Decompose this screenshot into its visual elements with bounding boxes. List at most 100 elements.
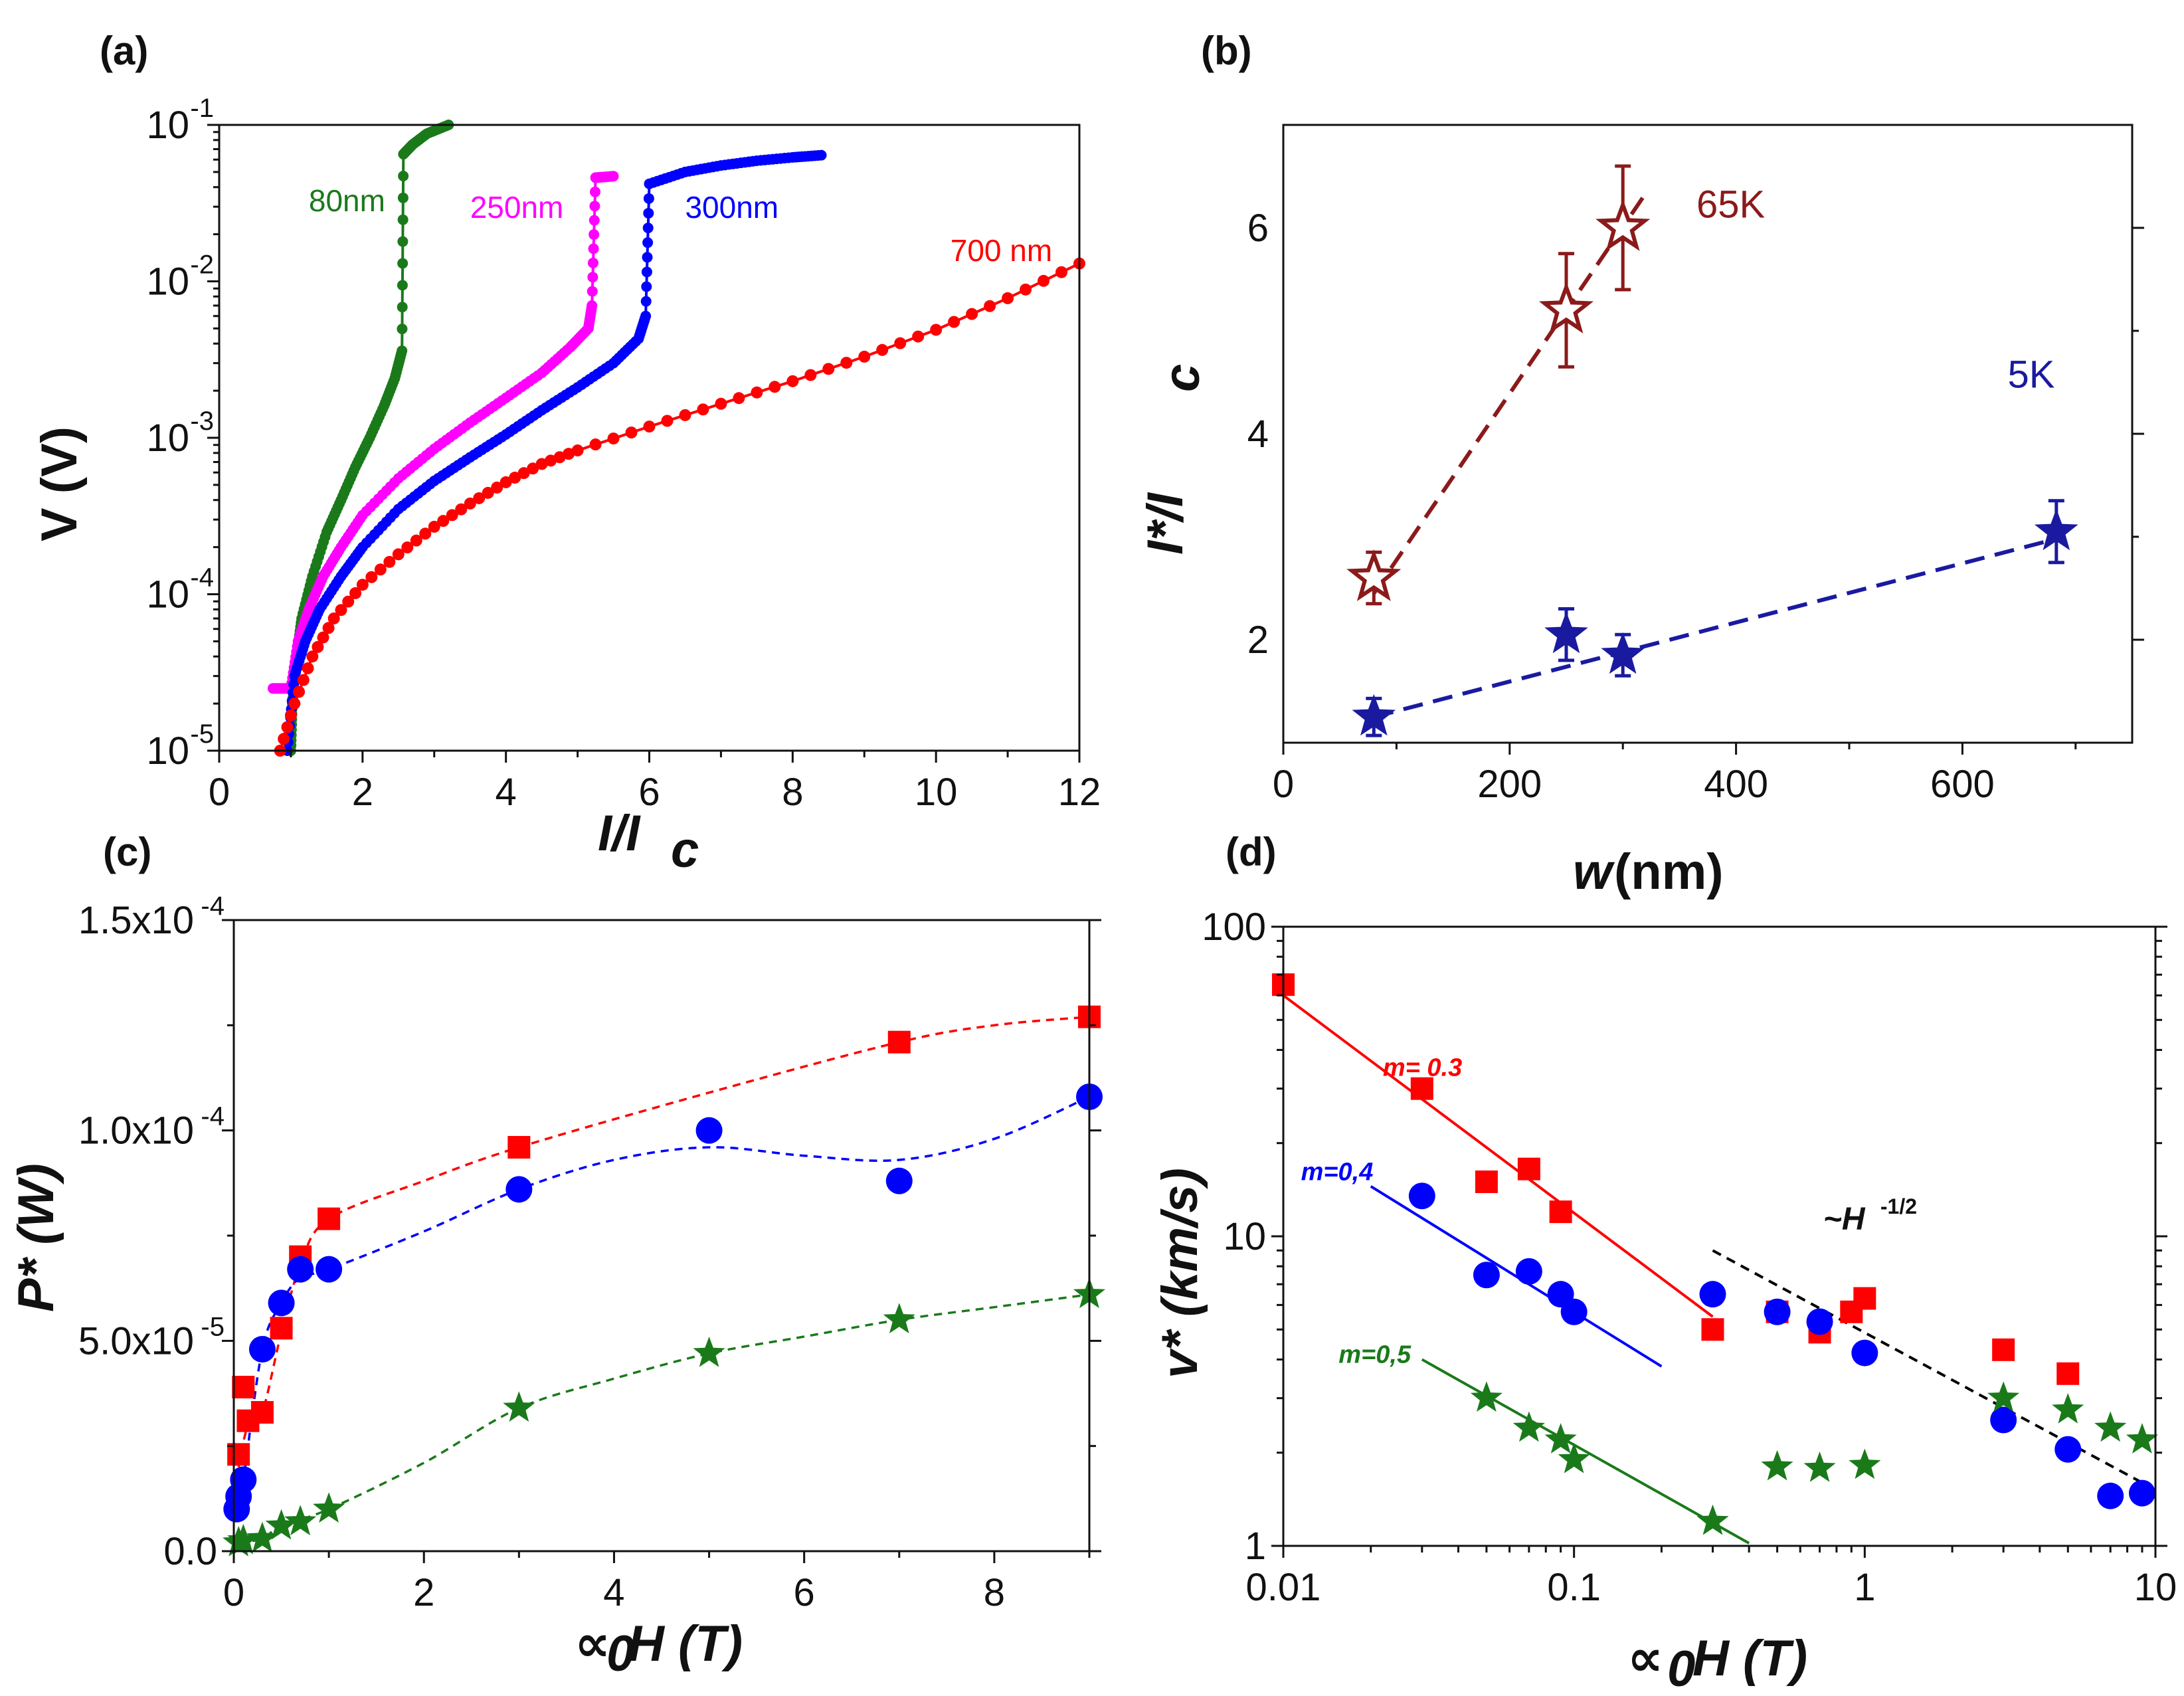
data-point [885,1167,913,1194]
data-point [491,481,503,494]
y-tick-label: 10 [146,104,189,147]
data-point [507,1136,531,1159]
x-tick-label: 6 [638,771,660,814]
data-point [589,201,600,212]
data-point [505,1176,533,1203]
y-tick-exponent: -1 [190,94,214,123]
y-axis-title: P* (W) [8,1163,64,1312]
y-tick-exponent: -4 [201,892,225,921]
data-point [356,579,369,591]
y-tick-label: 10 [146,573,189,616]
data-point [608,171,619,182]
y-tick-label: 10 [1223,1215,1266,1258]
y-axis-title-sub: c [1154,364,1210,392]
data-point [587,286,598,297]
data-point [278,733,290,745]
data-point [1038,274,1050,287]
data-point [397,302,408,313]
data-point [587,257,598,268]
data-point [642,223,654,234]
fit-line-label: m= 0.3 [1383,1054,1462,1082]
data-point [284,709,297,721]
data-point [473,492,486,504]
data-point [313,1492,345,1523]
data-point [1515,1258,1542,1285]
data-point [268,1289,295,1317]
data-point [1020,283,1032,296]
data-point [2128,1479,2155,1507]
x-tick-label: 12 [1058,771,1101,814]
data-point [563,448,575,460]
data-point [2035,508,2078,551]
data-point [930,324,943,336]
data-point [265,1509,298,1540]
data-point [284,1505,317,1536]
plot-frame [232,919,1091,1553]
data-point [2056,1362,2080,1385]
data-point [2126,1423,2158,1454]
panel-label-b: (b) [1201,29,1252,73]
series-label: 65K [1696,183,1766,227]
data-point [715,397,727,410]
x-axis-title-sub: 0 [606,1626,634,1682]
data-point [1699,1281,1726,1308]
data-point [1346,549,1402,601]
data-point [1544,1423,1577,1454]
fit-line-65K [1372,195,1645,595]
data-point [342,595,355,608]
data-point [640,296,652,307]
data-point [643,421,656,433]
x-tick-label: 0.01 [1246,1566,1321,1609]
data-point [1558,1442,1590,1473]
data-point [397,324,408,335]
data-point [589,438,602,451]
y-tick-exponent: -4 [201,1102,225,1131]
series-label: 5K [2008,353,2055,396]
data-point [589,215,600,226]
data-point [517,467,530,480]
x-tick-label: 600 [1930,763,1995,806]
data-point [912,330,925,343]
data-point [397,280,408,291]
data-point [1764,1298,1791,1325]
y-tick-exponent: -5 [201,1312,225,1341]
x-tick-label: 0 [223,1571,244,1614]
y-tick-label: 100 [1202,905,1266,949]
x-tick-label: 6 [794,1571,815,1614]
data-point [1990,1406,2017,1434]
data-point [1853,1287,1876,1310]
x-axis-title: ∝ [575,1616,610,1672]
data-point [365,571,378,583]
data-point [769,381,781,393]
data-point [248,1336,276,1363]
data-point [883,1303,915,1334]
x-tick-label: 2 [352,771,373,814]
data-point [693,1337,725,1367]
data-point [383,555,396,568]
data-point [1601,632,1645,674]
x-axis-title: w [1573,844,1615,900]
data-point [288,698,301,710]
data-point [398,170,409,181]
x-axis-title: I/I [598,805,641,862]
data-point [607,432,620,445]
data-point [1408,1182,1435,1210]
data-point [397,345,408,356]
y-tick-label: 10 [146,260,189,304]
fit-line-5K [1373,535,2065,719]
x-axis-title: ∝ [1627,1630,1663,1687]
data-point [2097,1482,2124,1509]
data-point [232,1376,255,1398]
data-point [804,369,817,381]
x-tick-label: 4 [603,1571,624,1614]
data-point [392,548,405,561]
x-tick-label: 10 [915,771,958,814]
data-point [1538,281,1594,333]
data-point [509,472,521,484]
y-tick-label: 0.0 [163,1530,217,1573]
x-tick-label: 4 [496,771,517,814]
y-tick-label: 4 [1247,413,1269,456]
guide-label: ~H [1823,1202,1866,1237]
x-tick-label: 1 [1854,1566,1875,1609]
